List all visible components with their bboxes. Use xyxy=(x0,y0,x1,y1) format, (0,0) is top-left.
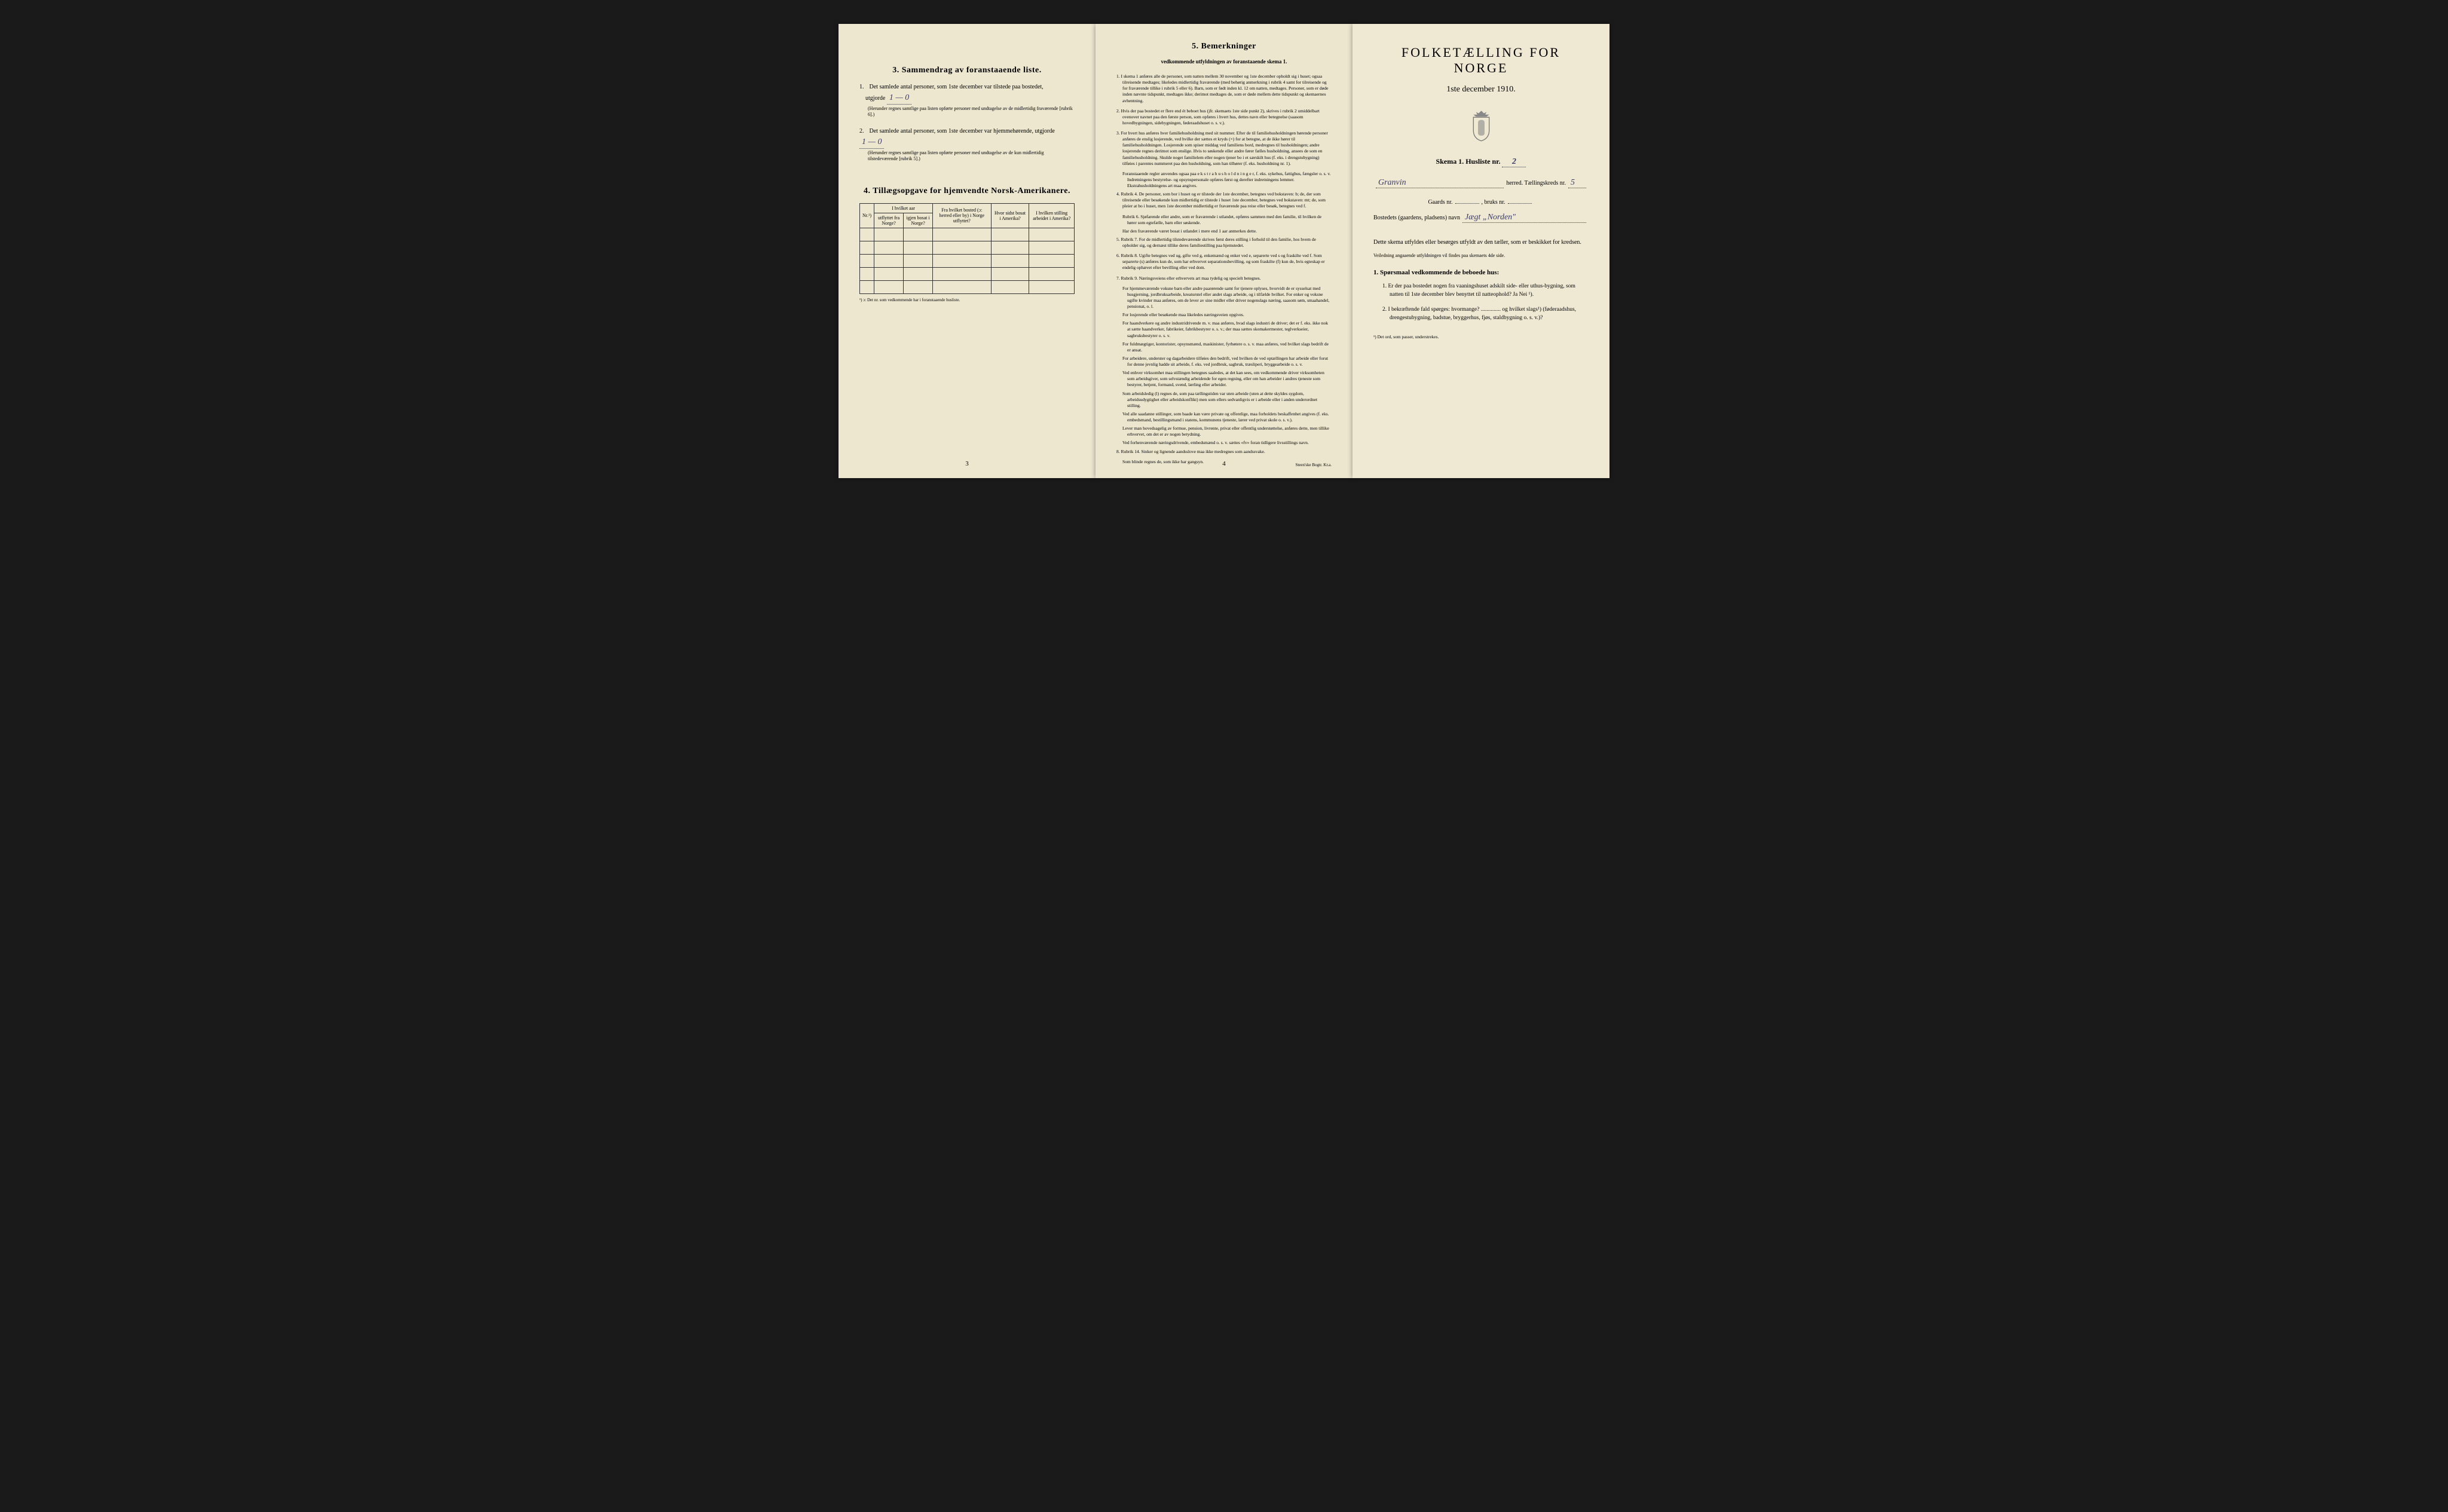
table-row xyxy=(860,241,1075,254)
table-row xyxy=(860,267,1075,280)
section-3-title: 3. Sammendrag av foranstaaende liste. xyxy=(859,66,1075,75)
instruction-sub: Veiledning angaaende utfyldningen vil fi… xyxy=(1373,253,1589,258)
census-title: FOLKETÆLLING FOR NORGE xyxy=(1373,45,1589,76)
instruction-main: Dette skema utfyldes eller besørges utfy… xyxy=(1373,238,1589,247)
section-5-subtitle: vedkommende utfyldningen av foranstaaend… xyxy=(1116,59,1332,65)
remarks-list: 1. I skema 1 anføres alle de personer, s… xyxy=(1116,74,1332,465)
question-1: 1. Er der paa bostedet nogen fra vaaning… xyxy=(1382,282,1589,299)
page-number: 3 xyxy=(965,460,969,467)
bosted-value: Jægt „Norden" xyxy=(1462,213,1586,223)
husliste-nr: 2 xyxy=(1502,157,1526,167)
bosted-row: Bostedets (gaardens, pladsens) navn Jægt… xyxy=(1373,213,1589,223)
summary-item-1: 1. Det samlede antal personer, som 1ste … xyxy=(859,82,1075,118)
section-5-title: 5. Bemerkninger xyxy=(1116,42,1332,51)
table-row xyxy=(860,280,1075,293)
herred-value: Granvin xyxy=(1376,178,1504,188)
printer-mark: Steen'ske Bogtr. Kr.a. xyxy=(1295,463,1332,467)
page-title-page: FOLKETÆLLING FOR NORGE 1ste december 191… xyxy=(1352,24,1609,478)
questions-title: 1. Spørsmaal vedkommende de beboede hus: xyxy=(1373,269,1589,276)
footnote: ¹) Det ord, som passer, understrekes. xyxy=(1373,334,1589,339)
section-4-title: 4. Tillægsopgave for hjemvendte Norsk-Am… xyxy=(859,186,1075,196)
skema-line: Skema 1. Husliste nr. 2 xyxy=(1373,157,1589,167)
table-row xyxy=(860,254,1075,267)
value-hjemme: 1 — 0 xyxy=(859,136,884,149)
value-tilstede: 1 — 0 xyxy=(887,91,911,105)
page-3: 3. Sammendrag av foranstaaende liste. 1.… xyxy=(839,24,1096,478)
page-4: 5. Bemerkninger vedkommende utfyldningen… xyxy=(1096,24,1352,478)
amerikanere-table: Nr.¹) I hvilket aar Fra hvilket bosted (… xyxy=(859,203,1075,294)
table-row xyxy=(860,228,1075,241)
page-number: 4 xyxy=(1222,460,1226,467)
coat-of-arms-icon xyxy=(1373,109,1589,145)
kreds-nr: 5 xyxy=(1568,178,1586,188)
summary-item-2: 2. Det samlede antal personer, som 1ste … xyxy=(859,127,1075,163)
census-date: 1ste december 1910. xyxy=(1373,85,1589,94)
question-2: 2. I bekræftende fald spørges: hvormange… xyxy=(1382,305,1589,323)
gaards-row: Gaards nr. , bruks nr. xyxy=(1373,195,1589,206)
table-footnote: ¹) ɔ: Det nr. som vedkommende har i fora… xyxy=(859,298,1075,302)
herred-row: Granvin herred. Tællingskreds nr. 5 xyxy=(1373,178,1589,188)
